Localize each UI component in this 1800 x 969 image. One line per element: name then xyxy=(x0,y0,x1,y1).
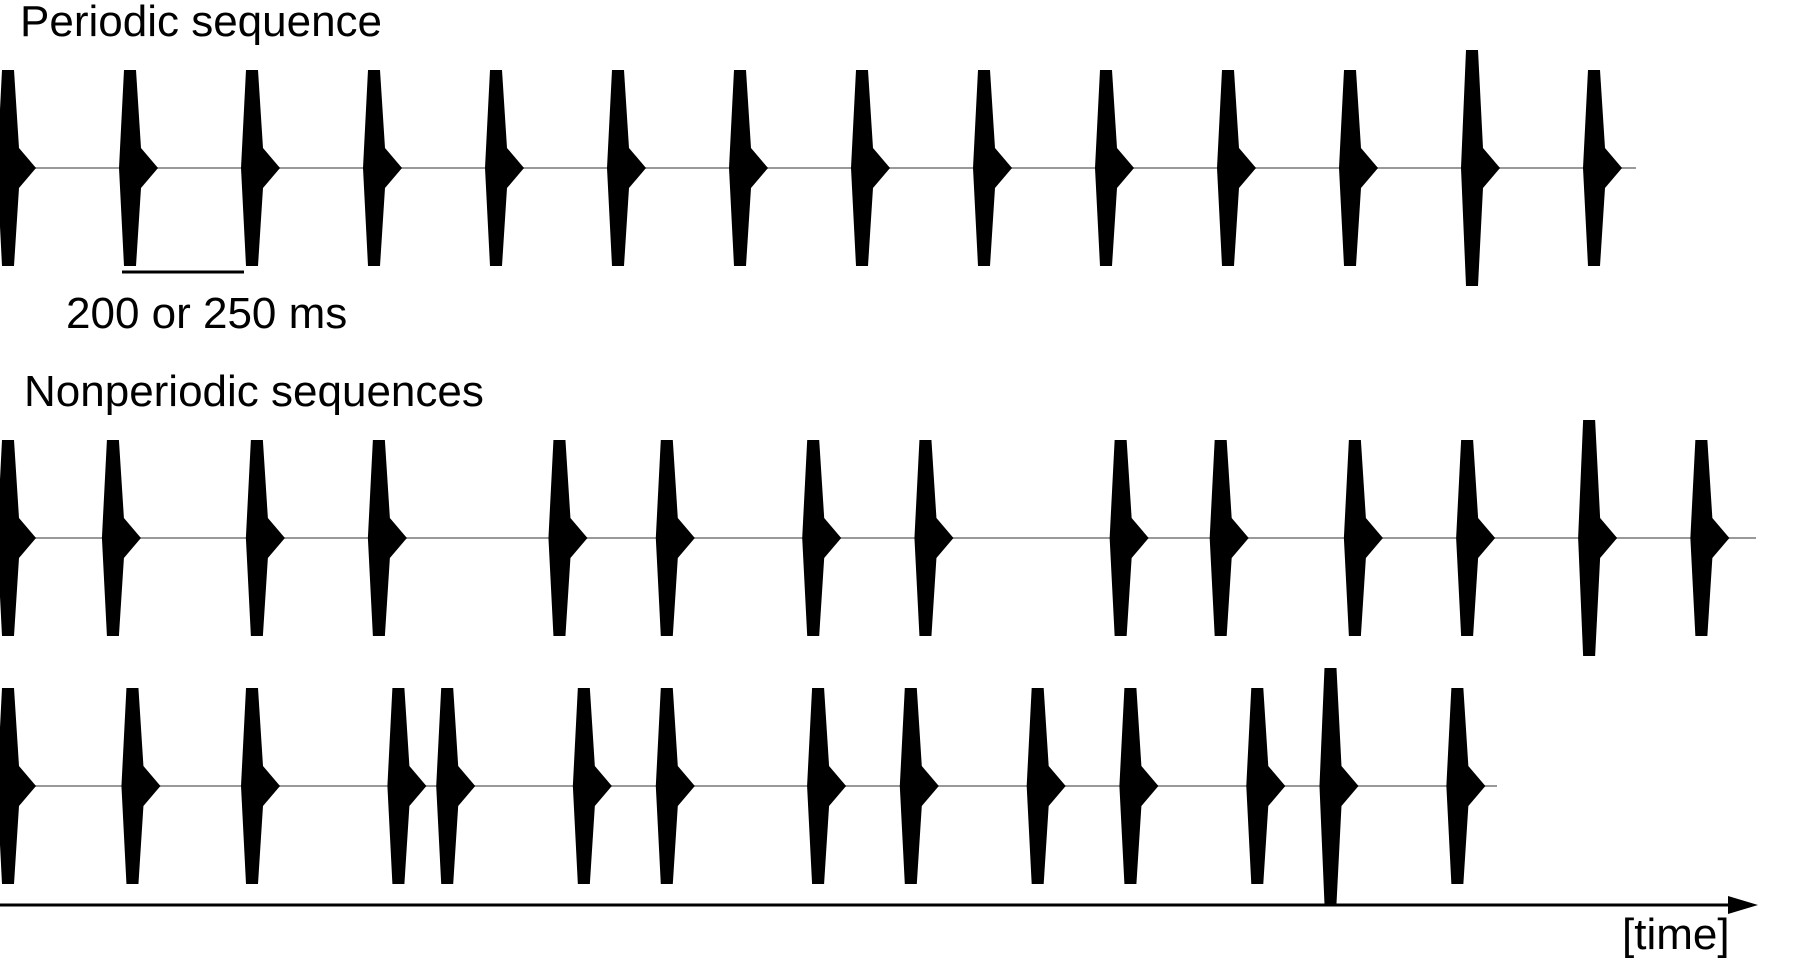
nonperiodic-sequence-row-1 xyxy=(0,420,1756,656)
tone-burst xyxy=(655,440,695,636)
scale-bar-label: 200 or 250 ms xyxy=(66,289,348,338)
accented-tone-burst xyxy=(1578,420,1618,656)
time-axis-label: [time] xyxy=(1622,910,1730,959)
tone-burst xyxy=(973,70,1012,266)
tone-burst xyxy=(1456,440,1496,636)
tone-burst xyxy=(1583,70,1622,266)
tone-burst xyxy=(101,440,141,636)
tone-burst xyxy=(802,440,842,636)
accented-tone-burst xyxy=(1319,668,1359,904)
tone-burst xyxy=(0,440,36,636)
nonperiodic-sequence-row-2 xyxy=(0,668,1497,904)
tone-burst xyxy=(1095,70,1134,266)
tone-burst xyxy=(914,440,954,636)
tone-burst xyxy=(245,440,285,636)
tone-burst xyxy=(121,688,161,884)
tone-burst xyxy=(899,688,939,884)
tone-burst xyxy=(1446,688,1486,884)
tone-burst xyxy=(1119,688,1159,884)
tone-burst xyxy=(0,70,36,266)
tone-burst xyxy=(729,70,768,266)
tone-burst xyxy=(548,440,588,636)
tone-burst xyxy=(1690,440,1730,636)
nonperiodic-sequences-title: Nonperiodic sequences xyxy=(24,367,484,416)
tone-burst xyxy=(1246,688,1286,884)
tone-burst xyxy=(485,70,524,266)
tone-burst xyxy=(0,688,36,884)
tone-burst xyxy=(1217,70,1256,266)
periodic-sequence-title: Periodic sequence xyxy=(20,0,383,46)
tone-burst xyxy=(807,688,847,884)
tone-burst xyxy=(1209,440,1249,636)
tone-burst xyxy=(851,70,890,266)
tone-burst xyxy=(1339,70,1378,266)
tone-burst xyxy=(119,70,158,266)
time-axis-arrowhead xyxy=(1728,896,1758,914)
tone-burst xyxy=(387,688,427,884)
tone-burst xyxy=(655,688,695,884)
tone-burst xyxy=(241,70,280,266)
tone-burst xyxy=(1109,440,1149,636)
accented-tone-burst xyxy=(1461,50,1500,286)
tone-burst xyxy=(436,688,476,884)
tone-burst xyxy=(363,70,402,266)
tone-burst xyxy=(367,440,407,636)
tone-burst xyxy=(241,688,280,884)
tone-burst xyxy=(607,70,646,266)
tone-burst xyxy=(1343,440,1383,636)
tone-burst xyxy=(572,688,612,884)
tone-burst xyxy=(1026,688,1066,884)
periodic-sequence-row xyxy=(0,50,1636,286)
